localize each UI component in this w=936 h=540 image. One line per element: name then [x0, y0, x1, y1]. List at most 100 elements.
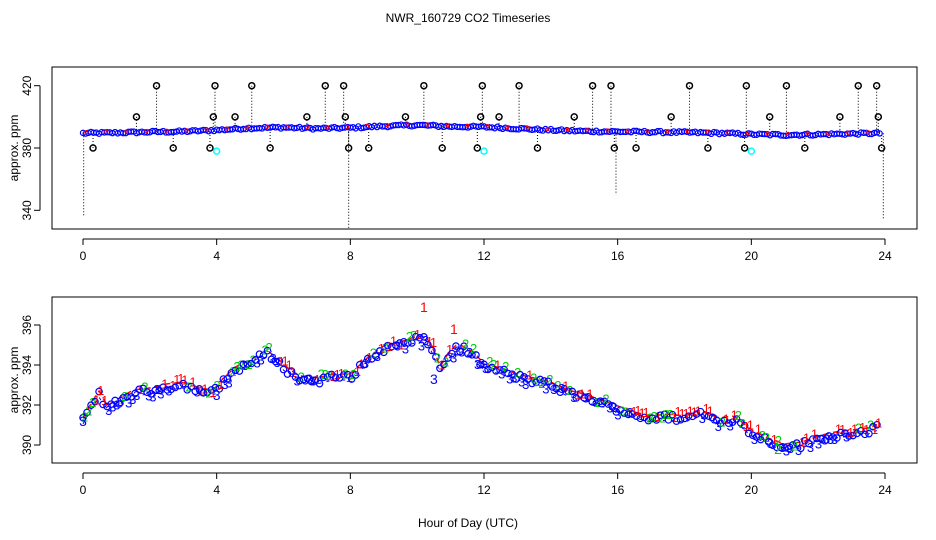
series-o-point [315, 379, 324, 388]
series-o-point [231, 366, 240, 375]
series-o-point [91, 397, 99, 406]
series-o-point [163, 386, 172, 394]
bottom-x-tick-label: 0 [80, 483, 87, 497]
series-3-label: 3 [213, 387, 221, 403]
series-3-point: 3 [221, 377, 228, 392]
series-o-point [664, 416, 673, 424]
series-2-point: 2 [486, 354, 493, 369]
series-o-point [287, 367, 296, 375]
series-1-point: 1 [847, 425, 854, 440]
series-2-point: 2 [646, 410, 653, 425]
series-o-point [408, 339, 416, 347]
series-3-point: 3 [518, 375, 525, 390]
series-3-point: 3 [149, 389, 156, 404]
series-o-point [456, 347, 464, 356]
spike-point [515, 81, 523, 90]
bottom-x-tick-label: 20 [745, 483, 759, 497]
series-2-point: 2 [667, 407, 674, 422]
series-3-point: 3 [478, 356, 485, 371]
series-3-dashed-line [82, 341, 878, 451]
spike-point [478, 81, 487, 90]
series-2-point: 2 [326, 368, 333, 383]
overlay-point [84, 130, 89, 135]
series-o-point [516, 370, 524, 379]
series-o-point [829, 433, 837, 441]
series-1-point: 1 [747, 417, 754, 432]
series-o-point [375, 347, 384, 355]
series-3-point: 3 [402, 342, 409, 357]
top-x-tick-label: 8 [347, 249, 354, 263]
series-1-point: 1 [338, 366, 345, 381]
series-1-point: 1 [93, 393, 100, 408]
series-o-point [636, 414, 645, 423]
series-o-point [167, 385, 176, 394]
series-2-point: 2 [594, 395, 601, 410]
series-o-point [275, 357, 284, 365]
overlay-point [144, 128, 149, 134]
series-o-point [363, 354, 372, 363]
series-o-point [387, 342, 396, 351]
series-3-point: 3 [153, 382, 160, 397]
series-o-point [620, 409, 629, 418]
top-y-tick-label: 380 [20, 138, 34, 158]
series-o-point [83, 408, 91, 417]
series-o-point [700, 411, 709, 420]
series-o-point [227, 368, 236, 377]
spike-point [742, 81, 751, 90]
series-o-point [869, 422, 877, 431]
series-o-point [540, 377, 548, 385]
series-o-point [524, 375, 532, 383]
series-3-point: 3 [109, 399, 116, 414]
overlay-point [705, 129, 710, 134]
series-1-point: 1 [386, 339, 393, 354]
series-2-point: 2 [266, 340, 273, 355]
series-o-point [428, 346, 436, 355]
spike-point [420, 81, 428, 90]
series-o-point [873, 420, 881, 429]
series-o-point [452, 342, 460, 350]
spike-point [740, 144, 749, 152]
overlay-point [525, 125, 530, 131]
series-1-point: 1 [835, 422, 842, 437]
series-o-point [424, 340, 432, 349]
overlay-point [164, 128, 169, 133]
series-o-point [343, 370, 352, 379]
series-3-point: 3 [157, 387, 164, 402]
series-1-point: 1 [430, 335, 437, 350]
series-1-point: 1 [839, 422, 846, 437]
series-o-point [440, 360, 448, 369]
series-1-point: 1 [414, 327, 421, 342]
series-3-point: 3 [843, 430, 850, 445]
spike-point [570, 113, 578, 121]
series-o-point [355, 360, 364, 369]
series-o-point [660, 410, 669, 419]
spike-point [266, 144, 274, 152]
series-1-point: 1 [671, 410, 678, 425]
overlay-point [866, 130, 871, 135]
bottom-x-tick-label: 24 [878, 483, 892, 497]
spike-point [607, 81, 615, 90]
series-o-point [564, 387, 573, 396]
series-o-point [135, 385, 143, 394]
series-3-point: 3 [193, 384, 200, 399]
series-2-point: 2 [85, 404, 92, 419]
series-3-point: 3 [454, 343, 461, 358]
series-2-label: 2 [774, 441, 782, 457]
series-o-point [395, 339, 404, 347]
series-1-point: 1 [574, 387, 581, 402]
series-o-point [480, 360, 488, 369]
overlay-point [425, 122, 430, 127]
series-o-point [391, 341, 400, 349]
series-3-point: 3 [253, 356, 260, 371]
series-3-point: 3 [125, 395, 132, 410]
series-o-point [536, 375, 544, 384]
top-x-tick-label: 16 [611, 249, 625, 263]
series-1-point: 1 [707, 404, 714, 419]
series-2-point: 2 [237, 357, 244, 372]
series-1-point: 1 [638, 406, 645, 421]
series-3-point: 3 [506, 371, 513, 386]
top-y-tick-label: 340 [20, 200, 34, 220]
series-o-point [399, 337, 408, 346]
series-2-point: 2 [318, 367, 325, 382]
spike-point [206, 144, 214, 152]
